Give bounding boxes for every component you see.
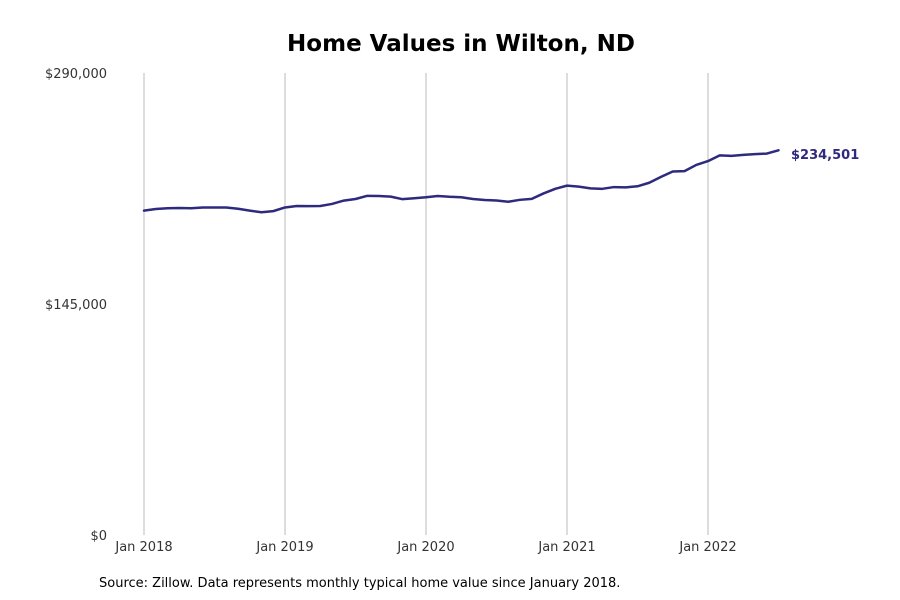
- y-tick-label: $145,000: [45, 298, 107, 313]
- series-line: [142, 149, 780, 214]
- source-note: Source: Zillow. Data represents monthly …: [99, 576, 620, 591]
- x-tick-label: Jan 2021: [537, 540, 595, 555]
- end-value-label: $234,501: [791, 148, 859, 163]
- x-tick-label: Jan 2019: [255, 540, 313, 555]
- y-axis-ticks: $0 $145,000 $290,000: [45, 67, 107, 544]
- x-tick-label: Jan 2018: [114, 540, 172, 555]
- grid-lines: [143, 73, 709, 535]
- y-tick-label: $0: [90, 529, 107, 544]
- x-tick-label: Jan 2020: [396, 540, 454, 555]
- chart-title: Home Values in Wilton, ND: [287, 31, 635, 57]
- x-axis-ticks: Jan 2018 Jan 2019 Jan 2020 Jan 2021 Jan 2022: [114, 540, 736, 555]
- y-tick-label: $290,000: [45, 67, 107, 82]
- x-tick-label: Jan 2022: [678, 540, 736, 555]
